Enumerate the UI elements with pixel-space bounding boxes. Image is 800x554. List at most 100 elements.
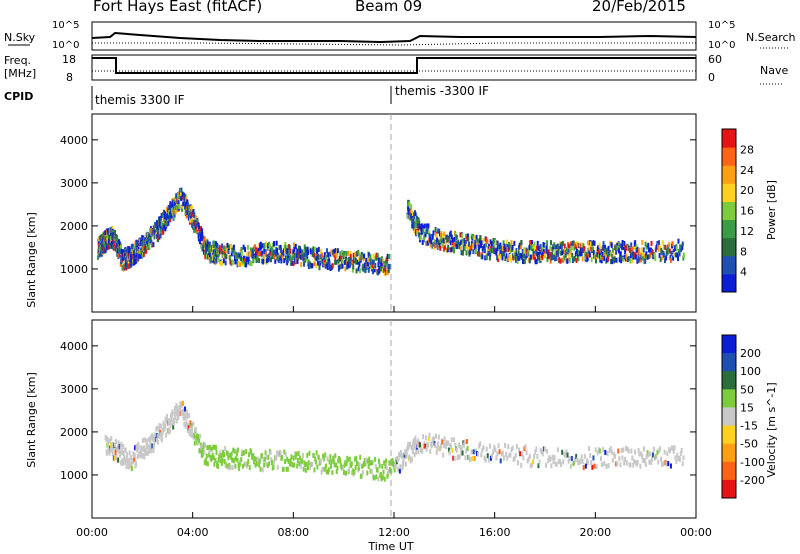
data-cell <box>560 244 563 250</box>
x-tick-label: 04:00 <box>177 526 209 539</box>
data-cell <box>509 452 512 458</box>
data-cell <box>166 213 169 219</box>
data-cell <box>496 255 499 261</box>
data-cell <box>280 258 283 264</box>
data-cell <box>184 423 187 429</box>
data-cell <box>644 241 647 247</box>
data-cell <box>419 442 422 448</box>
data-cell <box>621 244 624 250</box>
data-cell <box>387 469 390 475</box>
data-cell <box>457 442 460 448</box>
data-cell <box>648 459 651 465</box>
data-cell <box>483 455 486 461</box>
data-cell <box>623 241 626 247</box>
data-cell <box>270 457 273 463</box>
data-cell <box>533 248 536 254</box>
data-cell <box>163 223 166 229</box>
data-cell <box>291 255 294 261</box>
data-cell <box>363 253 366 259</box>
data-cell <box>540 449 543 455</box>
data-cell <box>477 451 480 457</box>
data-cell <box>324 463 327 469</box>
data-cell <box>465 233 468 239</box>
data-cell <box>174 414 177 420</box>
data-cell <box>175 193 178 199</box>
data-cell <box>511 445 514 451</box>
data-cell <box>520 462 523 468</box>
data-cell <box>612 255 615 261</box>
data-cell <box>226 463 229 469</box>
data-cell <box>472 449 475 455</box>
data-cell <box>366 458 369 464</box>
data-cell <box>360 473 363 479</box>
data-cell <box>229 464 232 470</box>
data-cell <box>438 231 441 237</box>
data-cell <box>438 228 441 234</box>
data-cell <box>372 259 375 265</box>
data-cell <box>611 248 614 254</box>
data-cell <box>197 222 200 228</box>
data-cell <box>227 249 230 255</box>
data-cell <box>303 252 306 258</box>
data-cell <box>335 248 338 254</box>
data-cell <box>404 450 407 456</box>
data-cell <box>201 236 204 242</box>
data-cell <box>233 250 236 256</box>
data-cell <box>224 260 227 266</box>
data-cell <box>602 447 605 453</box>
data-cell <box>249 247 252 253</box>
data-cell <box>148 448 151 454</box>
data-cell <box>341 263 344 269</box>
data-cell <box>506 455 509 461</box>
data-cell <box>467 244 470 250</box>
data-cell <box>311 461 314 467</box>
data-cell <box>415 449 418 455</box>
data-cell <box>440 443 443 449</box>
data-cell <box>600 258 603 264</box>
data-cell <box>97 254 100 260</box>
data-cell <box>173 208 176 214</box>
data-cell <box>254 244 257 250</box>
data-cell <box>639 257 642 263</box>
data-cell <box>459 232 462 238</box>
x-tick-label: 20:00 <box>579 526 611 539</box>
data-cell <box>295 451 298 457</box>
data-cell <box>289 254 292 260</box>
data-cell <box>349 254 352 260</box>
data-cell <box>564 453 567 459</box>
data-cell <box>324 254 327 260</box>
data-cell <box>361 254 364 260</box>
data-cell <box>640 247 643 253</box>
data-cell <box>464 455 467 461</box>
data-cell <box>452 437 455 443</box>
data-cell <box>379 266 382 272</box>
data-cell <box>408 211 411 217</box>
data-cell <box>267 257 270 263</box>
data-cell <box>311 251 314 257</box>
data-cell <box>352 468 355 474</box>
data-cell <box>535 259 538 265</box>
cpid-segment-1: themis 3300 IF <box>95 93 185 107</box>
data-cell <box>224 446 227 452</box>
data-cell <box>243 450 245 456</box>
data-cell <box>537 251 540 257</box>
data-cell <box>509 243 512 249</box>
data-cell <box>412 225 415 231</box>
data-cell <box>242 244 245 250</box>
data-cell <box>147 449 150 455</box>
data-cell <box>120 460 123 466</box>
data-cell <box>134 445 137 451</box>
data-cell <box>258 258 261 264</box>
data-cell <box>410 215 413 221</box>
data-cell <box>233 457 236 463</box>
data-cell <box>214 244 217 250</box>
data-cell <box>629 258 632 264</box>
data-cell <box>332 455 335 461</box>
data-cell <box>184 194 187 200</box>
data-cell <box>206 445 209 451</box>
data-cell <box>556 243 559 249</box>
data-cell <box>422 434 425 440</box>
data-cell <box>323 255 326 261</box>
data-cell <box>345 461 348 467</box>
data-cell <box>251 248 254 254</box>
